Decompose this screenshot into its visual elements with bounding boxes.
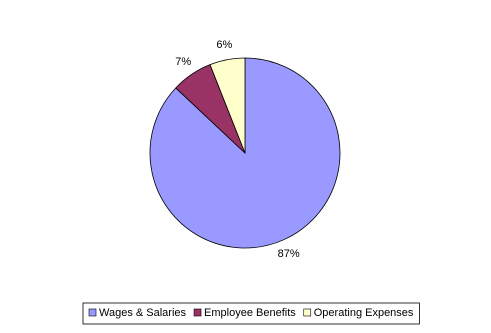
legend-swatch [193, 308, 202, 317]
pie-slice [209, 57, 246, 154]
legend-swatch [303, 308, 312, 317]
legend-swatch [88, 308, 97, 317]
legend-label: Operating Expenses [314, 307, 414, 319]
legend-label: Employee Benefits [204, 307, 296, 319]
data-label: 6% [216, 39, 232, 51]
legend-box [82, 302, 420, 325]
data-label: 7% [175, 56, 191, 68]
legend: Wages & Salaries Employee Benefits Operati… [82, 302, 420, 325]
data-label: 87% [278, 248, 300, 260]
legend-label: Wages & Salaries [99, 307, 187, 319]
